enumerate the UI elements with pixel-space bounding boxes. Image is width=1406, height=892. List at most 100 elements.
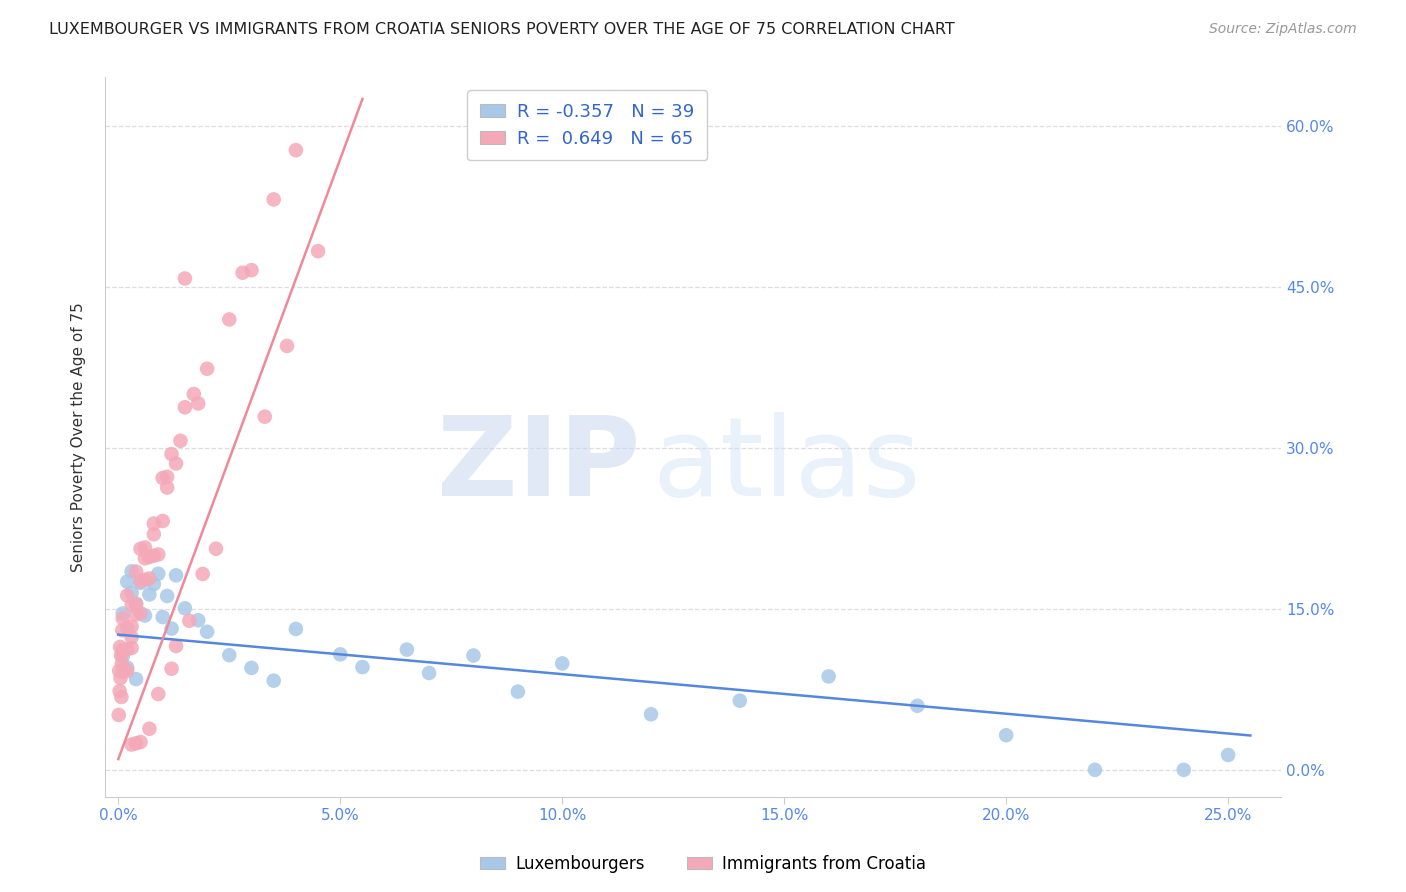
Point <box>134 608 156 623</box>
Point <box>205 541 228 556</box>
Point <box>995 728 1018 742</box>
Point <box>134 541 156 555</box>
Point <box>160 622 183 636</box>
Point <box>111 665 134 679</box>
Point <box>115 660 138 674</box>
Point <box>142 577 165 591</box>
Point <box>121 738 143 752</box>
Point <box>121 598 143 612</box>
Point <box>115 621 138 635</box>
Point <box>551 657 574 671</box>
Point <box>195 624 218 639</box>
Point <box>284 143 307 157</box>
Point <box>165 639 187 653</box>
Point <box>142 549 165 563</box>
Point <box>284 622 307 636</box>
Text: Source: ZipAtlas.com: Source: ZipAtlas.com <box>1209 22 1357 37</box>
Point <box>110 648 132 663</box>
Point <box>111 611 134 625</box>
Point <box>905 698 928 713</box>
Point <box>121 640 143 655</box>
Point <box>108 640 131 654</box>
Point <box>121 565 143 579</box>
Point <box>179 614 201 628</box>
Point <box>174 271 197 285</box>
Point <box>174 401 197 415</box>
Point <box>142 527 165 541</box>
Point <box>134 551 156 566</box>
Point <box>129 575 152 590</box>
Point <box>183 387 205 401</box>
Text: ZIP: ZIP <box>437 412 640 519</box>
Point <box>125 597 148 611</box>
Point <box>463 648 485 663</box>
Point <box>125 597 148 611</box>
Point <box>156 589 179 603</box>
Point <box>307 244 329 259</box>
Point <box>115 574 138 589</box>
Point <box>111 607 134 621</box>
Point <box>125 672 148 686</box>
Text: LUXEMBOURGER VS IMMIGRANTS FROM CROATIA SENIORS POVERTY OVER THE AGE OF 75 CORRE: LUXEMBOURGER VS IMMIGRANTS FROM CROATIA … <box>49 22 955 37</box>
Point <box>111 657 134 671</box>
Point <box>111 624 134 638</box>
Point <box>728 694 751 708</box>
Point <box>134 573 156 587</box>
Point <box>138 587 160 601</box>
Point <box>108 684 131 698</box>
Point <box>148 548 170 562</box>
Point <box>817 669 839 683</box>
Point <box>108 664 131 678</box>
Point <box>129 574 152 588</box>
Point <box>111 649 134 664</box>
Point <box>125 736 148 750</box>
Point <box>156 481 179 495</box>
Point <box>240 661 263 675</box>
Point <box>138 722 160 736</box>
Point <box>152 471 174 485</box>
Point <box>115 642 138 657</box>
Legend: Luxembourgers, Immigrants from Croatia: Luxembourgers, Immigrants from Croatia <box>474 848 932 880</box>
Point <box>232 266 254 280</box>
Point <box>115 664 138 678</box>
Point <box>1173 763 1195 777</box>
Point <box>125 565 148 579</box>
Point <box>352 660 374 674</box>
Point <box>506 684 529 698</box>
Y-axis label: Seniors Poverty Over the Age of 75: Seniors Poverty Over the Age of 75 <box>72 302 86 572</box>
Point <box>121 630 143 644</box>
Point <box>152 514 174 528</box>
Point <box>129 606 152 620</box>
Point <box>253 409 276 424</box>
Point <box>138 549 160 564</box>
Point <box>169 434 191 448</box>
Point <box>110 690 132 704</box>
Point <box>187 396 209 410</box>
Point <box>191 566 214 581</box>
Point <box>152 610 174 624</box>
Point <box>160 662 183 676</box>
Point <box>160 447 183 461</box>
Point <box>187 613 209 627</box>
Point <box>1216 747 1239 762</box>
Point <box>111 643 134 657</box>
Point <box>276 339 298 353</box>
Point <box>110 671 132 685</box>
Point <box>263 673 285 688</box>
Point <box>156 470 179 484</box>
Point <box>148 687 170 701</box>
Point <box>125 607 148 622</box>
Point <box>263 193 285 207</box>
Point <box>174 601 197 615</box>
Point <box>129 541 152 556</box>
Point <box>165 568 187 582</box>
Point <box>148 566 170 581</box>
Point <box>121 619 143 633</box>
Point <box>165 457 187 471</box>
Point <box>138 572 160 586</box>
Point <box>418 665 440 680</box>
Point <box>329 648 352 662</box>
Point <box>1084 763 1107 777</box>
Point <box>142 516 165 531</box>
Legend: R = -0.357   N = 39, R =  0.649   N = 65: R = -0.357 N = 39, R = 0.649 N = 65 <box>467 90 707 161</box>
